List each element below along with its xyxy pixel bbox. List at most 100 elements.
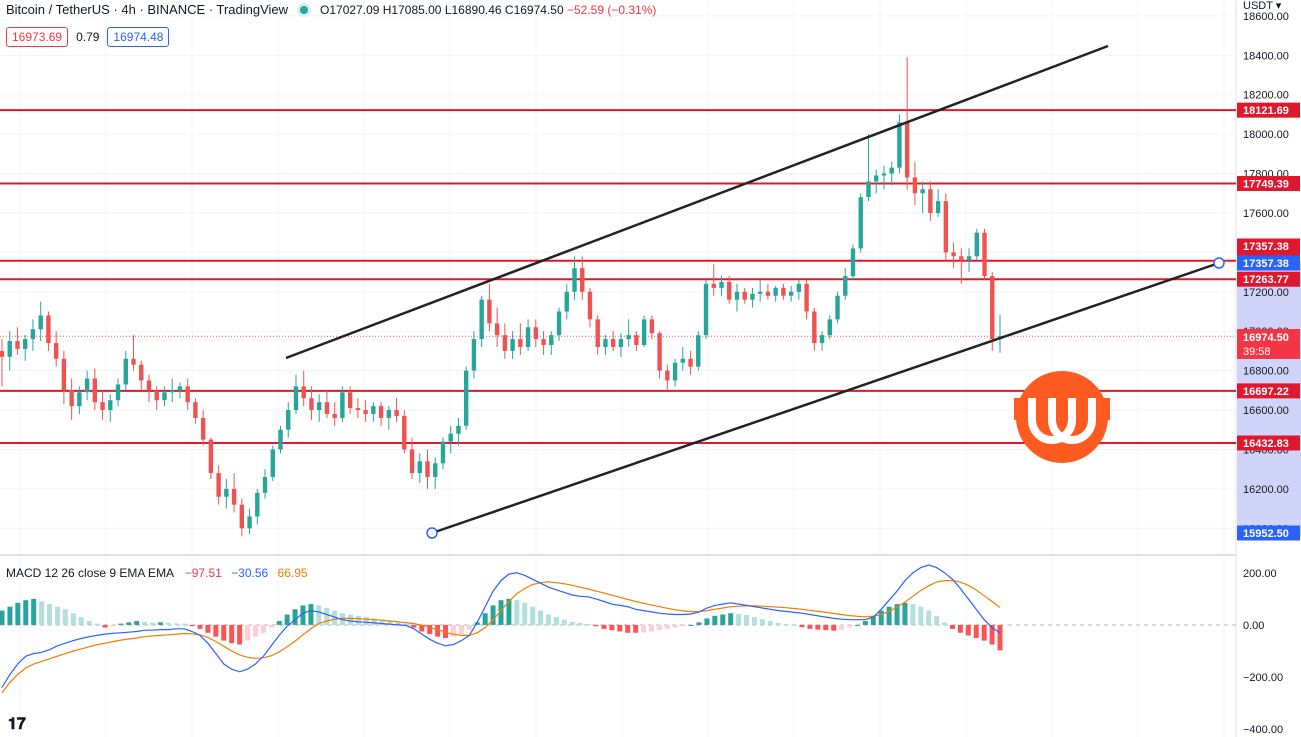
macd-histogram-bar [648,624,654,632]
macd-histogram-bar [78,617,84,625]
macd-histogram-bar [450,624,456,637]
candle-body [433,463,438,478]
sell-button[interactable]: 16973.69 [6,27,69,47]
level-price-tag-bg [1237,102,1300,118]
macd-histogram-bar [942,622,948,625]
candle-body [448,433,453,442]
candle-body [920,189,925,194]
candle-body [340,392,345,418]
level-price-tag-bg [1237,271,1300,287]
lower-trend-line [431,261,1220,535]
macd-histogram-bar [728,613,734,625]
macd-histogram-bar [538,610,544,625]
level-price-tag-bg [1237,176,1300,192]
candle-body [518,339,523,347]
macd-title[interactable]: MACD 12 26 close 9 EMA EMA [6,566,174,580]
candle-body [541,339,546,346]
candle-body [634,335,639,346]
ohlc-low: L16890.46 [444,2,502,17]
candle-body [53,343,59,359]
macd-histogram-bar [546,614,552,625]
macd-histogram-bar [744,615,750,625]
trade-buttons: 16973.69 0.79 16974.48 [6,27,170,47]
macd-histogram-bar [15,602,21,625]
macd-histogram-bar [949,624,955,629]
trend-anchor-tag: 15952.50 [1243,528,1289,540]
candle-body [301,386,306,399]
tradingview-logo-icon[interactable]: 𝟏𝟕 [8,716,26,733]
candle-body [564,291,569,312]
ohlc-open: O17027.09 [320,2,380,17]
ohlc-high: H17085.00 [382,2,442,17]
candle-body [765,291,771,296]
macd-histogram-bar [189,624,195,627]
candle-body [123,358,128,385]
price-tick-label: 16800.00 [1243,366,1289,378]
macd-histogram-bar [292,609,298,625]
candle-body [347,392,353,409]
macd-histogram-bar [783,623,789,625]
spread-value: 0.79 [76,30,100,44]
macd-histogram-bar [585,623,591,625]
candle-body [556,311,562,336]
candle-body [773,287,778,296]
symbol-title[interactable]: Bitcoin / TetherUS · 4h · BINANCE · Trad… [6,2,289,17]
market-status-icon[interactable] [300,5,309,14]
macd-histogram-bar [300,605,306,625]
candle-body [804,283,809,312]
macd-histogram-bar [799,624,805,628]
macd-histogram-bar [617,624,623,632]
macd-legend: MACD 12 26 close 9 EMA EMA −97.51 −30.56… [6,566,308,580]
currency-selector[interactable]: USDT ▾ [1243,0,1282,12]
candle-body [827,319,832,336]
macd-histogram-bar [474,622,480,625]
candle-body [874,175,879,182]
macd-histogram-bar [419,624,425,632]
candle-body [262,477,268,493]
candle-body [603,339,608,347]
macd-line-value: −30.56 [231,566,269,580]
candle-body [680,358,686,363]
candle-body [324,402,330,414]
macd-histogram-bar [395,622,401,625]
upper-trend-line [285,44,1109,360]
macd-histogram-bar [165,622,171,625]
macd-histogram-bar [70,613,76,625]
buy-button[interactable]: 16974.48 [107,27,170,47]
macd-histogram-bar [514,600,520,625]
macd-histogram-bar [625,624,631,633]
candle-body [286,410,291,430]
macd-histogram-bar [284,614,290,625]
candle-body [115,384,121,401]
candle-body [456,425,461,434]
candle-body [928,189,933,213]
candle-body [409,449,415,474]
price-tick-label: 17200.00 [1243,287,1289,299]
candle-body [479,299,484,340]
macd-histogram-bar [427,624,433,635]
ohlc-values: O17027.09 H17085.00 L16890.46 C16974.50 … [320,3,656,17]
macd-histogram-bar [173,623,179,625]
price-tick-label: 17600.00 [1243,208,1289,220]
macd-histogram-bar [815,624,821,630]
macd-histogram-bar [847,624,853,628]
macd-tick-label: 200.00 [1243,568,1277,580]
candle-body [657,333,662,371]
macd-histogram-bar [593,624,599,627]
level-price-tag-duplicate-bg [1237,238,1300,254]
candle-body [533,327,539,340]
price-tick-label: 18200.00 [1243,90,1289,102]
macd-histogram-bar [672,624,678,628]
macd-histogram-bar [94,623,100,625]
candle-body [487,299,492,324]
macd-histogram-bar [371,618,377,625]
macd-histogram-bar [989,624,995,645]
macd-histogram-bar [149,622,155,625]
candle-body [231,488,237,505]
candle-body [255,492,260,517]
candle-body [417,461,422,474]
candle-body [371,406,376,414]
candle-body [154,390,159,401]
candle-body [618,339,624,347]
